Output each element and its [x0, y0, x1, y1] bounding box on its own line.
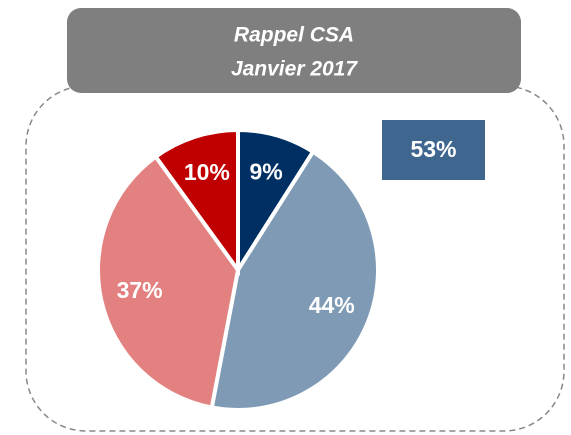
- data-label: 9%: [249, 158, 282, 184]
- pie-slice: [209, 149, 380, 412]
- annotation-box: [382, 120, 485, 180]
- annotation: 53%: [410, 136, 456, 162]
- pie-slice: [96, 153, 241, 410]
- chart-title: Rappel CSA: [234, 24, 354, 47]
- data-label: 37%: [117, 277, 163, 303]
- chart-subtitle: Janvier 2017: [231, 58, 358, 81]
- data-label: 44%: [309, 292, 355, 318]
- data-label: 10%: [184, 159, 230, 185]
- title-box: [67, 8, 521, 93]
- pie-slice: [152, 127, 240, 277]
- dashed-frame: [25, 85, 565, 432]
